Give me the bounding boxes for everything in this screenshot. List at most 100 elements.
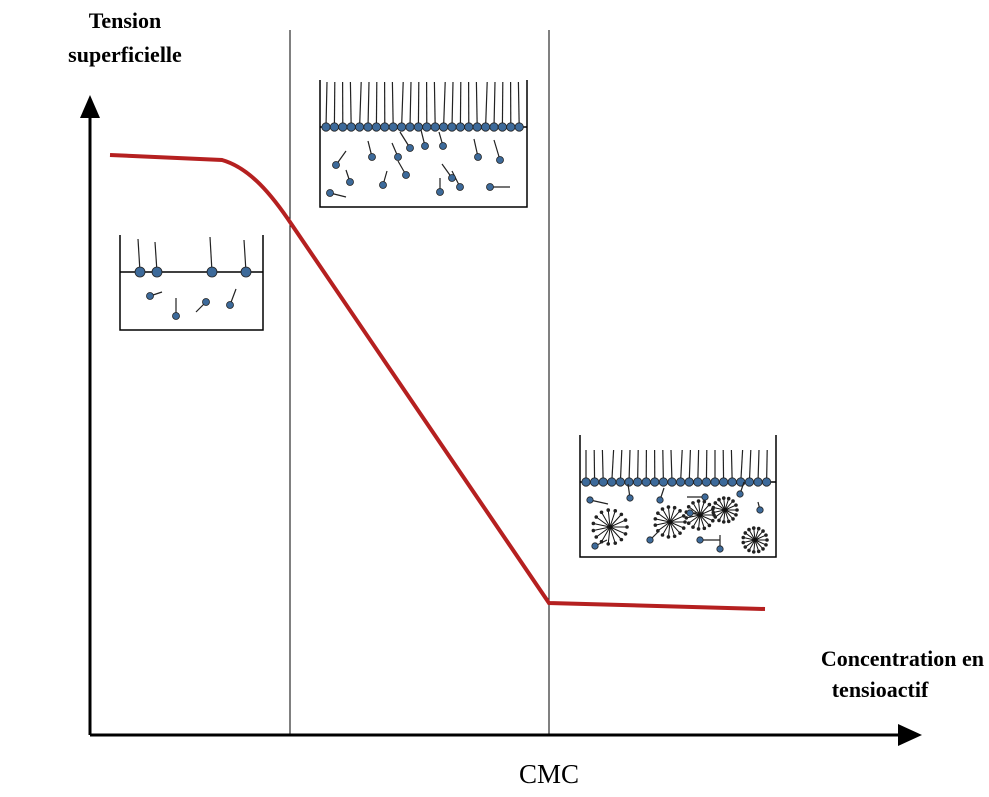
head: [430, 122, 440, 132]
micelle-head: [696, 527, 701, 531]
micelle-tail: [607, 526, 611, 544]
micelle-tail: [713, 507, 726, 511]
head: [455, 122, 465, 132]
micelle-tail: [688, 514, 701, 524]
head: [658, 477, 669, 487]
micelle-tail: [601, 512, 611, 528]
head: [586, 496, 594, 504]
tail: [757, 449, 760, 483]
micelle-tail: [655, 518, 671, 523]
cmc-label: CMC: [519, 759, 579, 789]
micelle-tail: [753, 528, 756, 541]
tail: [409, 81, 412, 128]
micelle-head: [623, 532, 628, 536]
micelle-head: [707, 502, 712, 507]
micelle-head: [613, 541, 618, 545]
micelle-tail: [754, 528, 760, 541]
micelle-tail: [669, 507, 676, 523]
micelle-head: [761, 529, 765, 533]
micelle-tail: [743, 539, 756, 543]
micelle-head: [625, 525, 629, 529]
micelle-tail: [662, 521, 671, 536]
micelle-tail: [754, 534, 767, 541]
head: [686, 509, 694, 517]
micelle-tail: [744, 539, 756, 548]
tail: [697, 449, 700, 483]
micelle-head: [594, 535, 599, 539]
micelle-head: [764, 543, 768, 547]
micelle-head: [619, 537, 624, 542]
micelle-tail: [699, 514, 705, 529]
tail: [349, 81, 352, 128]
micelle-tail: [662, 508, 671, 523]
micelle-head: [681, 514, 686, 518]
tail: [662, 449, 664, 483]
head: [710, 477, 720, 487]
head: [591, 542, 599, 550]
head: [756, 506, 764, 514]
tail: [517, 81, 520, 128]
tail: [628, 449, 631, 483]
head: [379, 181, 387, 189]
beaker: [119, 235, 264, 331]
micelle-tail: [724, 509, 730, 522]
tail: [688, 449, 691, 483]
head: [329, 122, 339, 132]
tail: [611, 449, 615, 483]
micelle-head: [710, 518, 715, 523]
micelle-head: [594, 515, 599, 519]
head: [675, 477, 686, 487]
micelle-tail: [714, 502, 726, 511]
head: [646, 536, 654, 544]
micelle-tail: [699, 508, 713, 516]
tail: [451, 81, 454, 128]
beaker: [579, 435, 777, 558]
micelle-tail: [667, 507, 671, 523]
micelle-head: [683, 520, 687, 524]
micelle-head: [684, 516, 689, 520]
micelle-tail: [724, 509, 737, 516]
micelle-tail: [748, 529, 756, 541]
micelle-head: [734, 503, 738, 507]
head: [422, 122, 432, 132]
micelle-tail: [714, 509, 726, 518]
micelle-head: [678, 509, 682, 513]
micelle-tail: [754, 539, 760, 552]
micelle-tail: [724, 498, 730, 511]
head: [448, 174, 456, 182]
head: [716, 545, 724, 553]
micelle-tail: [718, 499, 726, 511]
micelle-head: [741, 535, 746, 540]
micelle-head: [751, 550, 756, 554]
tail: [766, 449, 768, 483]
head: [589, 477, 600, 487]
micelle-tail: [692, 514, 701, 528]
tail: [730, 449, 733, 483]
y-label: superficielle: [68, 42, 182, 67]
head: [146, 292, 154, 300]
micelle-head: [623, 518, 628, 522]
head: [486, 183, 494, 191]
micelle-head: [707, 523, 712, 528]
micelle-tail: [609, 526, 616, 544]
head: [480, 122, 491, 132]
head: [396, 122, 407, 132]
head: [332, 161, 340, 169]
micelle-head: [606, 508, 611, 512]
micelle-head: [764, 533, 768, 537]
head: [151, 266, 163, 278]
micelle-head: [741, 540, 746, 545]
head: [615, 477, 626, 487]
micelle-tail: [754, 530, 764, 541]
micelle-head: [696, 499, 701, 503]
micelle-tail: [713, 509, 726, 513]
micelle-head: [756, 526, 761, 531]
head: [402, 171, 410, 179]
micelle-head: [731, 517, 735, 521]
micelle-tail: [669, 521, 681, 534]
micelle-head: [713, 515, 718, 519]
micelle-tail: [593, 526, 611, 532]
tail: [601, 449, 604, 483]
head: [506, 122, 516, 132]
